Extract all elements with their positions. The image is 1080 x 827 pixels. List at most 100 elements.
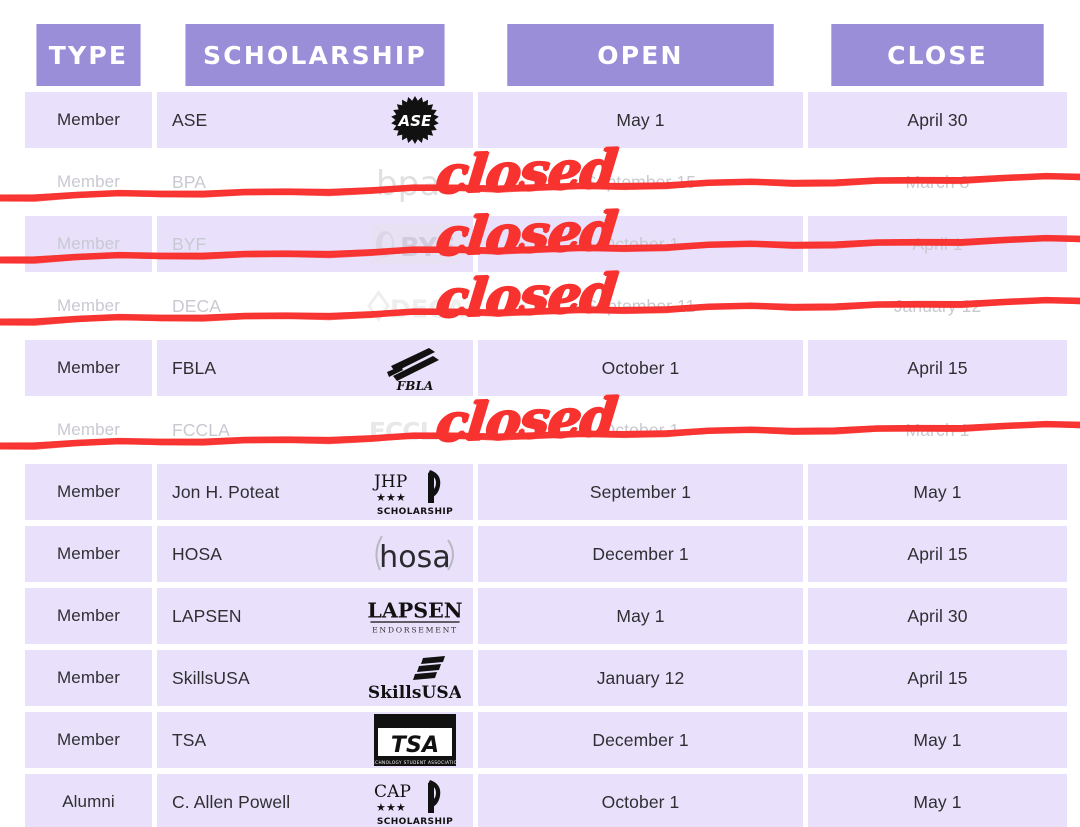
- cell-scholarship: DECA DECA: [157, 278, 473, 334]
- cell-open-date: October 1: [478, 216, 803, 272]
- table-row: Member HOSA hosa December 1 April 15: [25, 526, 1067, 582]
- table-row: Member FCCLA FCCLA October 1 March 1: [25, 402, 1067, 458]
- cell-open-date: December 1: [478, 712, 803, 768]
- cell-close-date: April 15: [808, 340, 1067, 396]
- svg-text:SCHOLARSHIP: SCHOLARSHIP: [377, 507, 453, 517]
- cell-type: Member: [25, 526, 152, 582]
- column-header-scholarship-label: SCHOLARSHIP: [203, 40, 427, 70]
- cell-type: Member: [25, 278, 152, 334]
- cell-open-date: May 1: [478, 92, 803, 148]
- cell-close-date: April 15: [808, 526, 1067, 582]
- cell-open-date: October 1: [478, 340, 803, 396]
- cell-close-date: May 1: [808, 712, 1067, 768]
- svg-text:SCHOLARSHIP: SCHOLARSHIP: [377, 817, 453, 827]
- table-header: TYPE SCHOLARSHIP OPEN CLOSE: [25, 24, 1067, 86]
- svg-text:LAPSEN: LAPSEN: [367, 599, 462, 623]
- scholarship-name: FCCLA: [172, 419, 230, 440]
- svg-text:ASE: ASE: [398, 112, 433, 130]
- scholarship-name: BYF: [172, 233, 207, 254]
- scholarship-name: TSA: [172, 729, 207, 750]
- cell-scholarship: SkillsUSA SkillsUSA: [157, 650, 473, 706]
- cell-open-date: May 1: [478, 588, 803, 644]
- svg-text:★★★: ★★★: [376, 491, 406, 504]
- ase-logo: ASE: [367, 95, 463, 145]
- table-row: Member BYF BYF October 1 April 1: [25, 216, 1067, 272]
- cell-close-date: May 1: [808, 464, 1067, 520]
- column-header-scholarship: SCHOLARSHIP: [185, 24, 445, 86]
- cap-logo: CAP ★★★ SCHOLARSHIP: [367, 777, 463, 827]
- svg-text:DECA: DECA: [390, 295, 463, 324]
- scholarship-name: HOSA: [172, 543, 222, 564]
- scholarship-name: LAPSEN: [172, 605, 242, 626]
- column-header-type: TYPE: [36, 24, 141, 86]
- svg-text:TSA: TSA: [391, 733, 439, 758]
- cell-close-date: March 1: [808, 402, 1067, 458]
- svg-text:CAP: CAP: [374, 782, 411, 802]
- cell-open-date: December 1: [478, 526, 803, 582]
- cell-scholarship: BPA bpa: [157, 154, 473, 210]
- svg-text:★★★: ★★★: [376, 801, 406, 814]
- table-row: Member BPA bpa September 15 March 8: [25, 154, 1067, 210]
- cell-type: Member: [25, 402, 152, 458]
- scholarship-name: Jon H. Poteat: [172, 481, 280, 502]
- table-body: Member ASE ASE May 1 April 30 Member BPA bpa Sep…: [25, 92, 1067, 827]
- column-header-close-label: CLOSE: [887, 40, 988, 70]
- svg-text:bpa: bpa: [376, 164, 440, 204]
- scholarship-name: BPA: [172, 171, 207, 192]
- cell-type: Member: [25, 650, 152, 706]
- cell-close-date: March 8: [808, 154, 1067, 210]
- cell-type: Member: [25, 154, 152, 210]
- cell-scholarship: LAPSEN LAPSEN ENDORSEMENT: [157, 588, 473, 644]
- svg-text:TECHNOLOGY STUDENT ASSOCIATION: TECHNOLOGY STUDENT ASSOCIATION: [374, 760, 456, 765]
- cell-scholarship: HOSA hosa: [157, 526, 473, 582]
- column-header-open: OPEN: [507, 24, 774, 86]
- table-row: Member Jon H. Poteat JHP ★★★ SCHOLARSHIP Sept…: [25, 464, 1067, 520]
- byf-logo: BYF: [367, 219, 463, 269]
- svg-text:hosa: hosa: [379, 540, 451, 575]
- cell-type: Member: [25, 712, 152, 768]
- cell-close-date: April 15: [808, 650, 1067, 706]
- cell-type: Member: [25, 588, 152, 644]
- column-header-close: CLOSE: [831, 24, 1044, 86]
- table-row: Member SkillsUSA SkillsUSA January 12 April …: [25, 650, 1067, 706]
- cell-open-date: October 1: [478, 774, 803, 827]
- svg-text:ENDORSEMENT: ENDORSEMENT: [372, 625, 458, 634]
- fccla-logo: FCCLA: [367, 405, 463, 455]
- cell-scholarship: Jon H. Poteat JHP ★★★ SCHOLARSHIP: [157, 464, 473, 520]
- cell-close-date: January 12: [808, 278, 1067, 334]
- deca-logo: DECA: [367, 281, 463, 331]
- jhp-logo: JHP ★★★ SCHOLARSHIP: [367, 467, 463, 517]
- cell-close-date: April 30: [808, 588, 1067, 644]
- cell-open-date: September 11: [478, 278, 803, 334]
- svg-text:FBLA: FBLA: [396, 379, 434, 392]
- scholarship-deadlines-table: TYPE SCHOLARSHIP OPEN CLOSE Member ASE ASE…: [20, 18, 1072, 827]
- scholarship-name: C. Allen Powell: [172, 791, 291, 812]
- cell-type: Member: [25, 464, 152, 520]
- svg-text:FCCLA: FCCLA: [369, 417, 455, 446]
- cell-scholarship: FBLA FBLA: [157, 340, 473, 396]
- hosa-logo: hosa: [367, 529, 463, 579]
- scholarship-name: FBLA: [172, 357, 217, 378]
- table-row: Member DECA DECA September 11 January 12: [25, 278, 1067, 334]
- cell-open-date: January 12: [478, 650, 803, 706]
- column-header-type-label: TYPE: [48, 40, 129, 70]
- cell-close-date: April 1: [808, 216, 1067, 272]
- svg-text:SkillsUSA: SkillsUSA: [369, 683, 461, 702]
- cell-scholarship: BYF BYF: [157, 216, 473, 272]
- cell-open-date: October 1: [478, 402, 803, 458]
- cell-type: Member: [25, 340, 152, 396]
- cell-open-date: September 15: [478, 154, 803, 210]
- skillsusa-logo: SkillsUSA: [367, 653, 463, 703]
- scholarship-name: ASE: [172, 109, 208, 130]
- cell-type: Alumni: [25, 774, 152, 827]
- bpa-logo: bpa: [367, 157, 463, 207]
- table-row: Member FBLA FBLA October 1 April 15: [25, 340, 1067, 396]
- table-row: Member ASE ASE May 1 April 30: [25, 92, 1067, 148]
- cell-type: Member: [25, 216, 152, 272]
- fbla-logo: FBLA: [367, 343, 463, 393]
- tsa-logo: TSA TECHNOLOGY STUDENT ASSOCIATION: [367, 714, 463, 766]
- scholarship-name: SkillsUSA: [172, 667, 250, 688]
- cell-open-date: September 1: [478, 464, 803, 520]
- scholarship-name: DECA: [172, 295, 222, 316]
- cell-scholarship: TSA TSA TECHNOLOGY STUDENT ASSOCIATION: [157, 712, 473, 768]
